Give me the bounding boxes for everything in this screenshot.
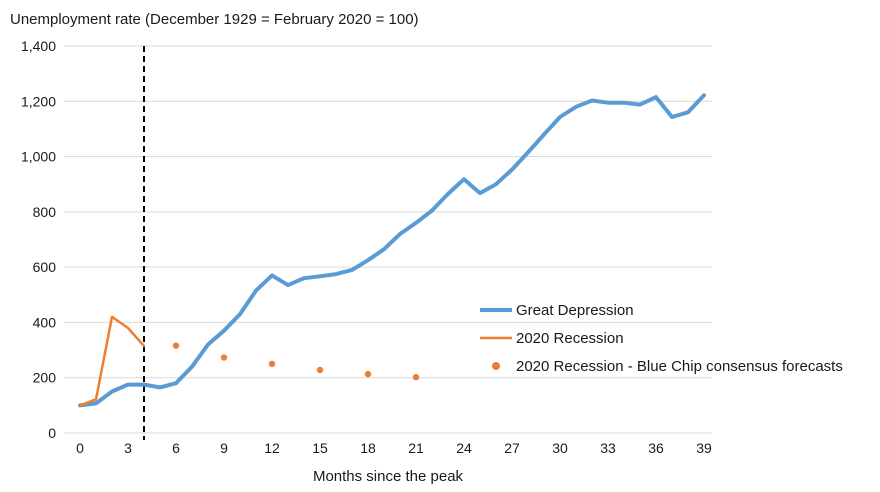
y-tick-label: 800 xyxy=(33,204,57,220)
forecast-point xyxy=(172,342,180,349)
gridlines xyxy=(64,45,712,434)
x-tick-label: 24 xyxy=(456,440,472,456)
series-line-2020-recession xyxy=(78,315,146,407)
x-tick-label: 15 xyxy=(312,440,328,456)
y-tick-label: 400 xyxy=(33,314,57,330)
x-tick-label: 36 xyxy=(648,440,664,456)
x-axis-title: Months since the peak xyxy=(313,468,464,485)
y-axis-title: Unemployment rate (December 1929 = Febru… xyxy=(10,11,419,28)
series-line-great-depression xyxy=(78,93,706,408)
x-tick-label: 33 xyxy=(600,440,616,456)
x-tick-label: 21 xyxy=(408,440,424,456)
y-tick-label: 1,000 xyxy=(21,149,56,165)
y-tick-label: 600 xyxy=(33,259,57,275)
legend-label: 2020 Recession xyxy=(516,330,624,347)
x-tick-labels: 0 3 6 9 12 15 18 21 24 27 30 33 36 39 xyxy=(76,440,712,456)
forecast-point xyxy=(268,360,276,368)
x-tick-label: 27 xyxy=(504,440,520,456)
forecast-point xyxy=(364,370,372,378)
x-tick-label: 3 xyxy=(124,440,132,456)
y-tick-label: 0 xyxy=(48,425,56,441)
legend: Great Depression 2020 Recession 2020 Reces… xyxy=(480,302,843,375)
y-tick-labels: 0 200 400 600 800 1,000 1,200 1,400 xyxy=(21,38,56,441)
forecast-point xyxy=(316,366,324,374)
x-tick-label: 6 xyxy=(172,440,180,456)
x-tick-label: 12 xyxy=(264,440,280,456)
series-layer xyxy=(78,93,706,408)
y-tick-label: 1,400 xyxy=(21,38,56,54)
x-tick-label: 0 xyxy=(76,440,84,456)
x-tick-label: 39 xyxy=(696,440,712,456)
x-tick-label: 30 xyxy=(552,440,568,456)
y-tick-label: 1,200 xyxy=(21,93,56,109)
forecast-point xyxy=(412,373,420,381)
legend-label: Great Depression xyxy=(516,302,634,319)
legend-swatch xyxy=(492,362,500,370)
x-tick-label: 18 xyxy=(360,440,376,456)
forecast-point xyxy=(220,354,228,361)
y-tick-label: 200 xyxy=(33,370,57,386)
x-tick-label: 9 xyxy=(220,440,228,456)
legend-label: 2020 Recession - Blue Chip consensus for… xyxy=(516,358,843,375)
